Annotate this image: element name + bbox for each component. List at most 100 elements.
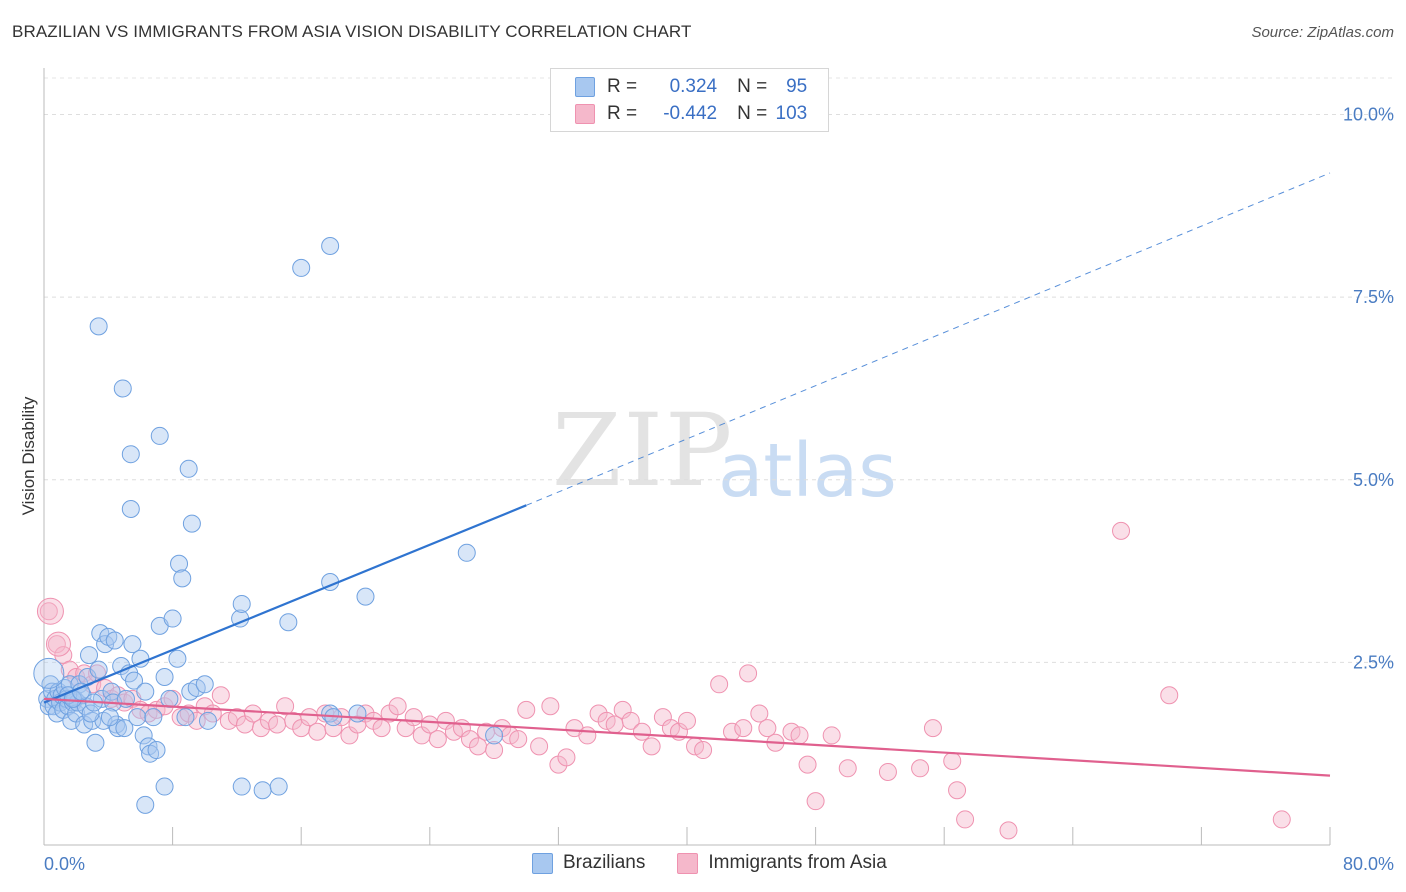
asia-point-cluster: [36, 597, 64, 625]
asia-point: [822, 726, 841, 745]
asia-point: [694, 741, 713, 760]
brazilian-point: [160, 689, 179, 708]
asia-point: [956, 810, 975, 829]
asia-point: [268, 715, 287, 734]
x-tick-label-max: 80.0%: [1343, 854, 1394, 874]
asia-point: [243, 704, 262, 723]
asia-point: [678, 711, 696, 730]
asia-point: [308, 722, 327, 741]
brazilian-point: [144, 708, 163, 727]
brazilian-point: [150, 426, 169, 445]
brazilian-point: [86, 733, 105, 752]
asia-point: [632, 722, 651, 741]
asia-point: [578, 726, 597, 745]
brazilian-point: [155, 777, 174, 796]
brazilian-point: [89, 660, 108, 679]
brazilian-point: [147, 741, 166, 760]
brazilian-point: [321, 237, 340, 256]
y-tick-label: 2.5%: [1353, 652, 1394, 672]
y-tick-label: 5.0%: [1353, 470, 1394, 490]
brazilian-point: [121, 445, 140, 464]
brazilian-point: [321, 704, 340, 723]
asia-point: [642, 737, 661, 756]
brazilian-point: [128, 708, 147, 727]
legend-swatch-brazilians: [575, 77, 595, 97]
asia-point: [557, 748, 576, 767]
asia-point: [404, 708, 423, 727]
legend-r-value: 0.324: [669, 76, 718, 97]
brazilian-point: [100, 708, 119, 727]
asia-point: [710, 675, 729, 694]
brazilian-point: [123, 635, 142, 654]
asia-point: [798, 755, 817, 774]
asia-point: [541, 697, 560, 716]
asia-point: [878, 762, 897, 781]
brazilian-point: [253, 781, 272, 800]
brazilian-point: [155, 667, 174, 686]
brazilian-point: [170, 554, 189, 573]
asia-point: [211, 686, 230, 705]
legend-n-value: 103: [775, 103, 808, 124]
asia-point: [923, 719, 942, 738]
brazilian-point: [125, 671, 144, 690]
axis-labels: 2.5% 5.0% 7.5% 10.0% 0.0% 80.0% Vision Disabil…: [19, 105, 1394, 874]
asia-point: [47, 635, 66, 654]
bottom-legend-swatch-brazilians: [532, 852, 553, 874]
bottom-legend-label-brazilians: Brazilians: [563, 852, 646, 873]
axes: [43, 68, 1331, 846]
asia-point: [276, 697, 295, 716]
brazilian-point: [113, 379, 132, 398]
series-brazilians-points: [33, 237, 504, 814]
legend-r-label: R =: [607, 76, 638, 97]
asia-point: [1160, 686, 1179, 705]
watermark-atlas: atlas: [718, 428, 897, 514]
y-tick-label: 7.5%: [1353, 287, 1394, 307]
brazilian-point-cluster: [33, 657, 65, 689]
trend-line-brazilians: [43, 504, 527, 704]
brazilian-point: [81, 704, 100, 723]
asia-point: [509, 730, 528, 749]
brazilian-point: [292, 258, 311, 277]
legend-r-label: R =: [607, 103, 638, 124]
asia-point: [1272, 810, 1291, 829]
brazilian-point: [89, 317, 108, 336]
brazilian-point: [179, 459, 198, 478]
brazilian-point: [348, 704, 367, 723]
brazilian-point: [80, 646, 99, 665]
asia-point: [60, 660, 79, 679]
legend-box: R = 0.324 N = 95 R = -0.442 N = 103: [550, 68, 829, 132]
trend-line-asia: [43, 697, 1331, 777]
legend-r-value: -0.442: [663, 103, 718, 124]
brazilian-point: [105, 631, 124, 650]
brazilian-point: [173, 569, 192, 588]
brazilian-point: [136, 682, 155, 701]
brazilian-point: [279, 613, 298, 632]
source-label: Source: ZipAtlas.com: [1251, 24, 1394, 41]
asia-point: [948, 781, 967, 800]
brazilian-point: [121, 499, 140, 518]
brazilian-point: [457, 543, 476, 562]
asia-point: [806, 792, 825, 811]
brazilian-point: [163, 609, 182, 628]
asia-point: [485, 741, 504, 760]
grid-lines: [44, 77, 1395, 663]
asia-point-cluster: [45, 631, 71, 657]
asia-point: [1112, 521, 1131, 540]
brazilian-point: [232, 777, 251, 796]
asia-point: [39, 602, 58, 621]
brazilian-point: [176, 708, 195, 727]
asia-point: [911, 759, 930, 778]
asia-point: [530, 737, 549, 756]
brazilian-point: [198, 711, 217, 730]
asia-point: [428, 730, 447, 749]
asia-point: [750, 704, 769, 723]
legend-n-label: N =: [737, 103, 768, 124]
asia-point: [758, 719, 777, 738]
brazilian-point: [115, 719, 134, 738]
series-asia-points: [36, 521, 1291, 840]
legend-row-brazilians: R = 0.324 N = 95: [575, 74, 807, 100]
brazilian-point: [136, 795, 155, 814]
chart-title: BRAZILIAN VS IMMIGRANTS FROM ASIA VISION…: [12, 22, 692, 41]
asia-point: [734, 719, 753, 738]
